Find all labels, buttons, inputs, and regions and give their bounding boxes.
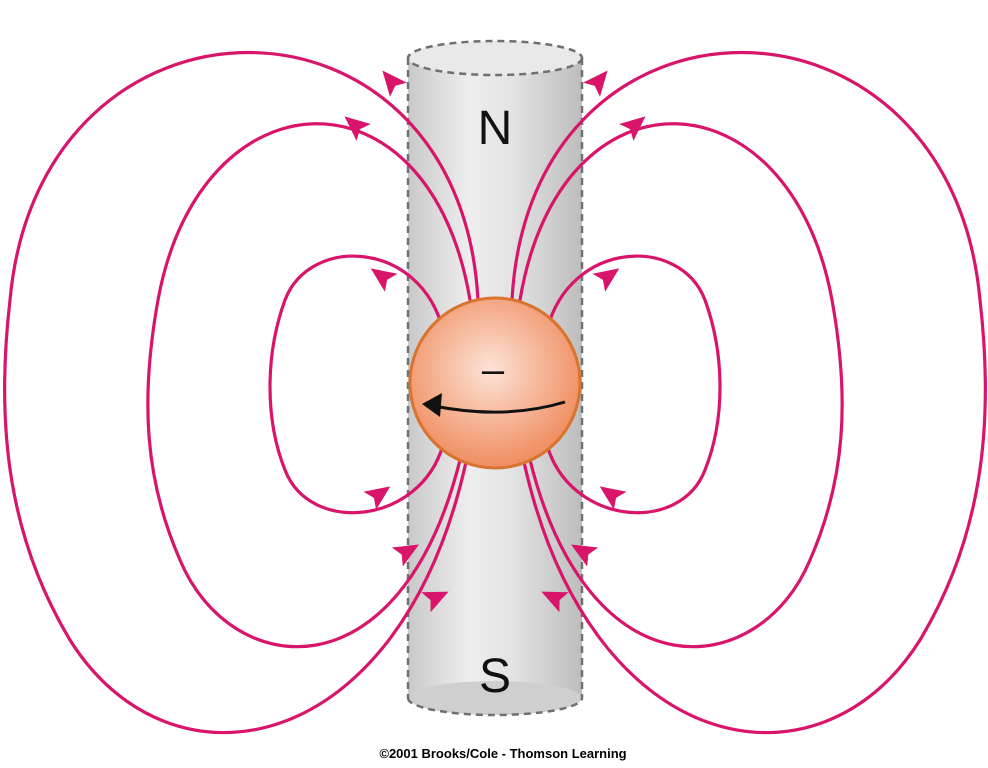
charge-sign: – (482, 348, 505, 392)
magnetic-field-lines (3, 51, 987, 735)
arrowhead-icon (571, 544, 599, 567)
north-pole-label: N (478, 102, 513, 155)
arrowhead-icon (363, 486, 391, 510)
arrowhead-icon (391, 544, 419, 567)
arrowhead-icon (344, 116, 371, 141)
arrowhead-icon (583, 70, 608, 97)
field-line-outer-right (510, 51, 987, 735)
arrowhead-icon (541, 591, 569, 613)
copyright-credit: ©2001 Brooks/Cole - Thomson Learning (379, 746, 626, 761)
south-pole-label: S (479, 650, 511, 703)
arrowhead-icon (619, 116, 646, 141)
field-line-inner-left (268, 254, 445, 515)
field-line-inner-right (545, 254, 722, 515)
magnet-top-face (408, 41, 582, 75)
arrowhead-icon (382, 70, 407, 97)
arrowhead-icon (421, 591, 449, 613)
electron-sphere (408, 296, 582, 470)
magnet-outline (406, 39, 584, 717)
field-line-middle-left (146, 122, 472, 649)
arrowhead-icon (370, 268, 398, 292)
curved-arrow-left-icon (422, 393, 566, 417)
field-line-outer-left (3, 51, 480, 735)
field-line-middle-right (518, 122, 844, 649)
magnet-bottom-face (408, 681, 582, 715)
electron: – (408, 296, 582, 470)
arrowhead-icon (592, 268, 620, 292)
arrowhead-icon (599, 486, 627, 510)
